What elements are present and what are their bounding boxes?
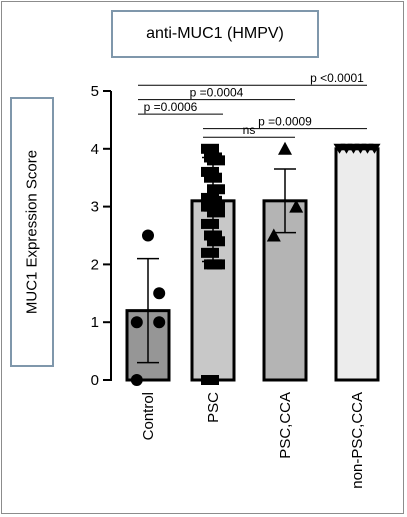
point-1-12 [201,218,219,229]
comparison-label-0: p <0.0001 [310,71,364,85]
y-tick-label-4: 4 [91,141,99,158]
point-0-0 [142,229,154,242]
point-1-3 [201,166,219,177]
point-1-4 [204,172,222,183]
comparison-label-3: p =0.0009 [258,115,312,129]
point-2-1 [289,199,304,213]
y-axis-label-box: MUC1 Expression Score [10,97,54,367]
chart-title: anti-MUC1 (HMPV) [146,25,284,42]
point-3-5 [368,143,381,154]
x-category-label-2: PSC,CCA [277,392,294,459]
comparison-label-1: p =0.0004 [190,86,244,100]
point-1-5 [207,184,225,195]
bar-3 [334,147,380,382]
point-1-15 [201,247,219,258]
comparison-label-4: ns [243,123,256,137]
point-1-11 [207,207,225,218]
point-2-2 [266,228,281,242]
point-2-0 [278,141,292,155]
y-tick-label-2: 2 [91,256,99,273]
point-1-2 [207,155,225,166]
x-category-label-0: Control [140,392,157,440]
x-category-label-1: PSC [205,392,222,423]
point-1-18 [201,375,219,385]
point-1-17 [207,259,225,270]
point-1-10 [204,201,222,212]
point-1-0 [201,143,219,154]
point-1-7 [204,195,222,206]
x-category-label-3: non-PSC,CCA [349,392,366,489]
point-0-2 [130,316,143,329]
point-0-1 [153,287,166,300]
y-tick-label-5: 5 [91,83,99,100]
y-tick-label-0: 0 [91,372,99,389]
point-0-3 [153,316,166,329]
point-1-14 [207,236,225,247]
chart-title-box: anti-MUC1 (HMPV) [111,10,319,58]
point-0-4 [130,374,143,386]
y-tick-label-1: 1 [91,314,99,331]
point-1-13 [204,230,222,241]
y-tick-label-3: 3 [91,199,99,216]
comparison-label-2: p =0.0006 [144,100,198,114]
